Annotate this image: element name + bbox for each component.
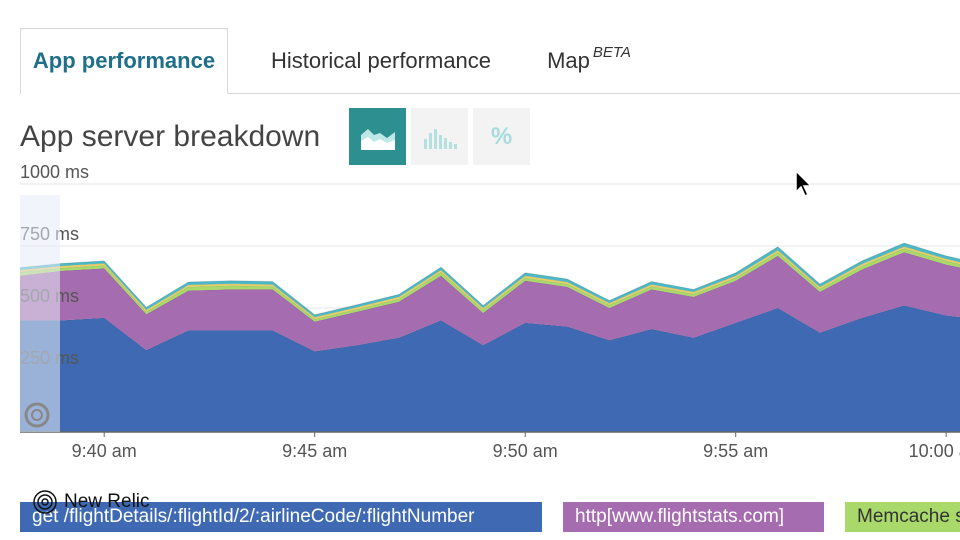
app-server-breakdown-chart: 1000 ms750 ms500 ms250 ms9:40 am9:45 am9… (19, 162, 960, 461)
watermark-label: New Relic (64, 491, 150, 512)
series-area-3[interactable] (20, 246, 960, 320)
percent-icon: % (490, 122, 513, 150)
mouse-cursor-icon (795, 170, 813, 198)
tab-divider (20, 93, 960, 94)
legend-label: get /flightDetails/:flightId/2/:airlineC… (32, 506, 475, 527)
series-area-1[interactable] (20, 252, 960, 352)
histogram-icon (423, 128, 457, 149)
series-area-2[interactable] (20, 248, 960, 322)
y-tick-label: 1000 ms (20, 162, 89, 182)
series-line-4 (19, 242, 960, 316)
legend-item-flightstats[interactable]: http[www.flightstats.com] (563, 502, 824, 532)
series-area-4[interactable] (20, 243, 960, 318)
new-relic-watermark: New Relic (32, 489, 150, 515)
series-area-0[interactable] (20, 305, 960, 432)
area-chart-icon (360, 128, 395, 150)
new-relic-logo-icon (33, 490, 57, 514)
x-tick-label: 9:40 am (72, 441, 137, 461)
tab-map[interactable]: Map BETA (530, 28, 648, 94)
legend-label: Memcache s (857, 506, 960, 527)
beta-badge: BETA (592, 43, 631, 61)
tab-label: Historical performance (270, 48, 492, 73)
legend-item-memcache[interactable]: Memcache s (845, 502, 960, 532)
replay-icon[interactable] (24, 402, 50, 428)
histogram-view-button[interactable] (411, 108, 468, 165)
section-title: App server breakdown (20, 120, 321, 153)
legend-label: http[www.flightstats.com] (575, 506, 785, 527)
tab-app-performance[interactable]: App performance (20, 28, 228, 94)
x-tick-label: 9:50 am (493, 441, 558, 461)
area-chart-view-button[interactable] (349, 108, 406, 165)
tab-label: App performance (32, 48, 216, 73)
tab-bar: App performance Historical performance M… (0, 0, 960, 94)
time-window-overlay[interactable] (20, 195, 60, 432)
x-tick-label: 10:00 am (909, 441, 960, 461)
percent-view-button[interactable]: % (473, 108, 530, 165)
x-tick-label: 9:55 am (703, 441, 768, 461)
x-tick-label: 9:45 am (282, 441, 347, 461)
legend-item-flight-details[interactable]: get /flightDetails/:flightId/2/:airlineC… (20, 502, 542, 532)
tab-label: Map (547, 48, 590, 73)
tab-historical-performance[interactable]: Historical performance (250, 28, 512, 94)
